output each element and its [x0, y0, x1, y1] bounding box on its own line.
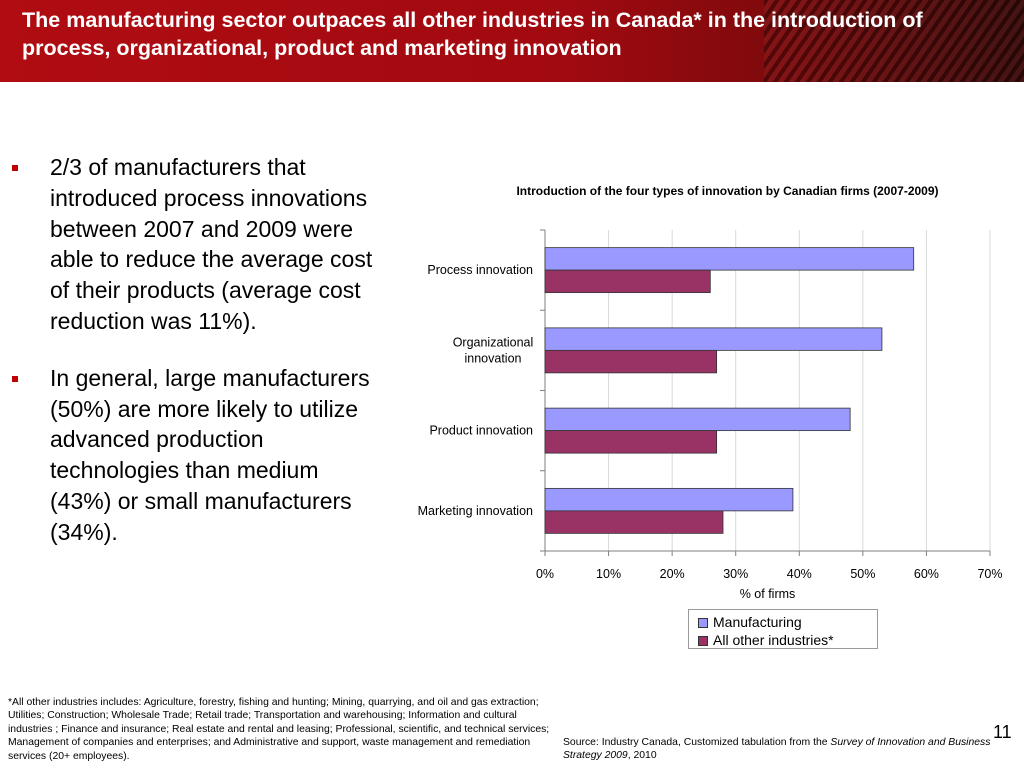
source-title: Survey of Innovation and Business Strate…: [563, 737, 991, 762]
bar: [544, 247, 915, 271]
bullet-item: In general, large manufacturers (50%) ar…: [10, 363, 375, 548]
category-label-line: Process innovation: [427, 263, 533, 277]
chart-legend: Manufacturing All other industries*: [688, 609, 878, 649]
x-tick-label: 60%: [914, 567, 939, 581]
bar: [544, 487, 794, 512]
source-note: Source: Industry Canada, Customized tabu…: [563, 736, 993, 763]
bullet-square-icon: [12, 375, 18, 382]
category-label-line: innovation: [465, 351, 522, 365]
legend-swatch-manufacturing: [698, 618, 708, 628]
x-tick-label: 30%: [723, 567, 748, 581]
category-label: Organizational innovation: [453, 335, 534, 365]
legend-item-manufacturing: Manufacturing: [698, 613, 877, 631]
x-tick-label: 20%: [660, 567, 685, 581]
source-prefix: Source: Industry Canada, Customized tabu…: [563, 737, 831, 748]
category-label-line: Product innovation: [429, 424, 533, 438]
category-label: Marketing innovation: [418, 504, 533, 518]
legend-label: Manufacturing: [713, 614, 802, 630]
bullet-text: 2/3 of manufacturers that introduced pro…: [50, 154, 373, 334]
page-number: 11: [993, 722, 1012, 742]
legend-item-other-industries: All other industries*: [698, 631, 877, 649]
slide-title: The manufacturing sector outpaces all ot…: [22, 8, 923, 60]
category-label: Process innovation: [427, 263, 533, 277]
legend-label: All other industries*: [713, 632, 834, 648]
bullet-text: In general, large manufacturers (50%) ar…: [50, 364, 370, 545]
bullet-square-icon: [12, 165, 18, 171]
bar: [544, 407, 851, 432]
x-axis-label: % of firms: [740, 587, 796, 601]
footnote: *All other industries includes: Agricult…: [8, 697, 550, 762]
bar: [544, 327, 883, 351]
x-tick-label: 40%: [787, 567, 812, 581]
banner-texture: [764, 0, 1024, 82]
x-tick-label: 10%: [596, 567, 621, 581]
x-tick-label: 0%: [536, 567, 554, 581]
bar: [544, 269, 711, 294]
bullet-item: 2/3 of manufacturers that introduced pro…: [10, 152, 375, 337]
category-label-line: Organizational: [453, 335, 534, 349]
bar: [544, 349, 718, 374]
bar: [544, 510, 724, 534]
bar: [544, 430, 718, 454]
bullet-list: 2/3 of manufacturers that introduced pro…: [10, 152, 375, 574]
title-banner: The manufacturing sector outpaces all ot…: [0, 0, 1024, 82]
x-tick-label: 70%: [977, 567, 1002, 581]
source-suffix: , 2010: [627, 750, 657, 762]
chart-title: Introduction of the four types of innova…: [516, 184, 939, 198]
category-label: Product innovation: [429, 424, 533, 438]
x-tick-label: 50%: [850, 567, 875, 581]
category-label-line: Marketing innovation: [418, 504, 533, 518]
legend-swatch-other-industries: [698, 636, 708, 646]
